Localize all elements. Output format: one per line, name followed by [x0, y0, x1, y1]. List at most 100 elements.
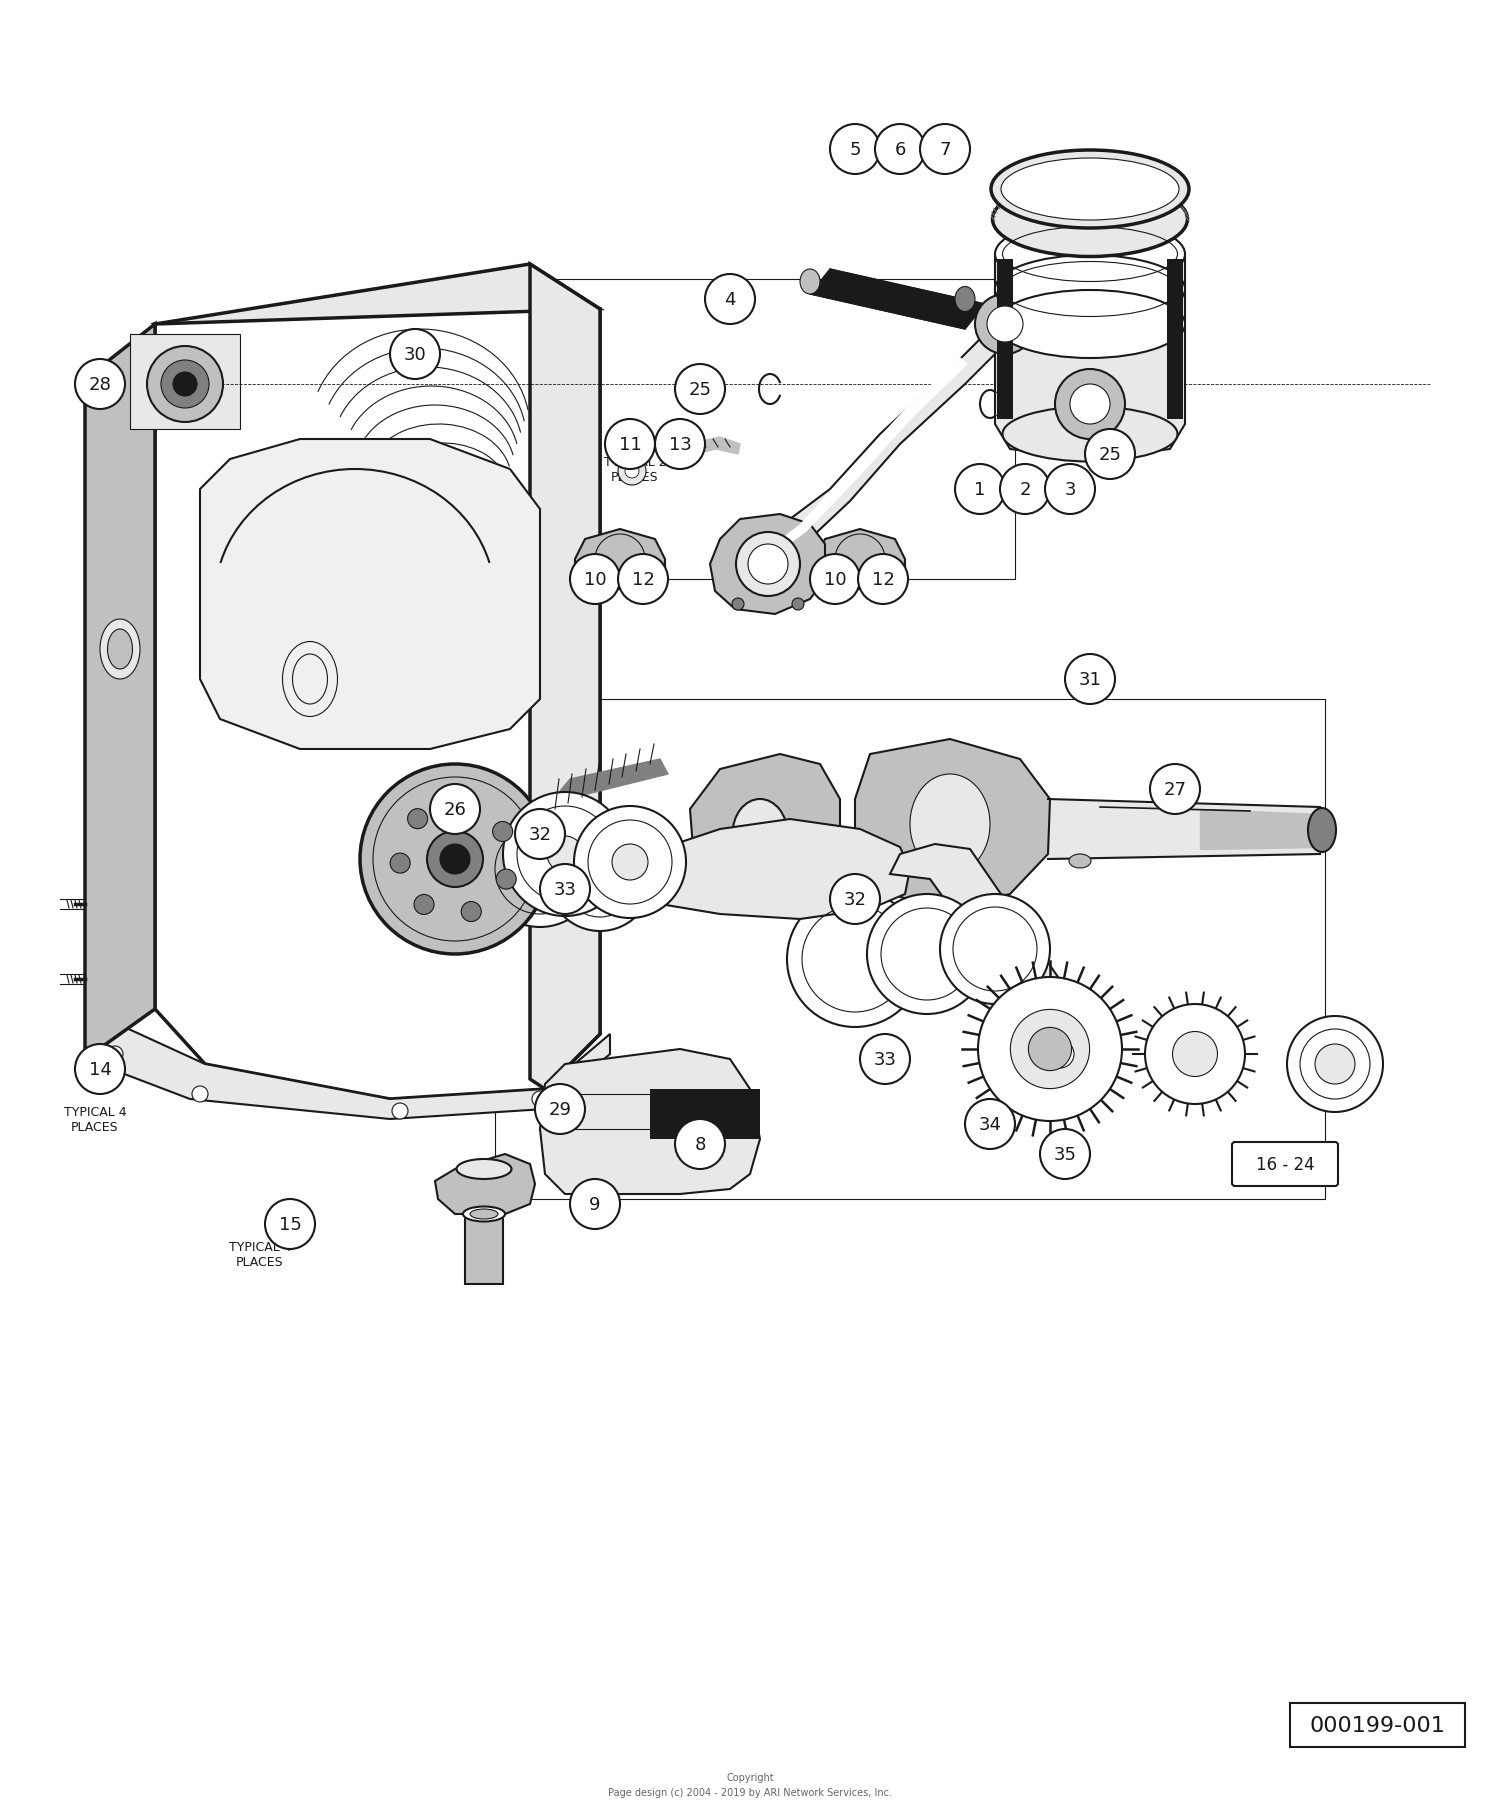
- Text: 16 - 24: 16 - 24: [1256, 1156, 1314, 1174]
- Circle shape: [732, 599, 744, 611]
- Circle shape: [160, 361, 209, 408]
- Ellipse shape: [456, 1159, 512, 1179]
- Circle shape: [570, 555, 620, 604]
- Text: TYPICAL 4
PLACES: TYPICAL 4 PLACES: [228, 1241, 291, 1268]
- Ellipse shape: [910, 775, 990, 874]
- Bar: [130, 336, 240, 430]
- Text: 26: 26: [444, 800, 466, 818]
- Polygon shape: [998, 259, 1012, 419]
- Circle shape: [414, 894, 434, 914]
- Circle shape: [548, 827, 652, 931]
- Polygon shape: [650, 1090, 760, 1139]
- Text: 3: 3: [1064, 481, 1076, 499]
- Text: 8: 8: [694, 1136, 705, 1154]
- Circle shape: [360, 764, 550, 954]
- Polygon shape: [544, 760, 668, 825]
- Text: 15: 15: [279, 1215, 302, 1234]
- Circle shape: [675, 365, 724, 415]
- Circle shape: [1316, 1045, 1354, 1085]
- Text: Copyright: Copyright: [726, 1772, 774, 1781]
- Ellipse shape: [732, 800, 788, 869]
- Circle shape: [792, 599, 804, 611]
- Ellipse shape: [100, 620, 140, 680]
- Circle shape: [408, 809, 428, 829]
- Text: 000199-001: 000199-001: [1310, 1714, 1446, 1734]
- Circle shape: [585, 570, 596, 580]
- Polygon shape: [540, 1050, 760, 1194]
- Bar: [465, 1214, 503, 1284]
- Circle shape: [618, 457, 646, 486]
- Circle shape: [570, 1179, 620, 1230]
- Circle shape: [430, 785, 480, 834]
- Polygon shape: [620, 820, 910, 920]
- Text: 13: 13: [669, 435, 692, 454]
- Circle shape: [75, 1045, 124, 1094]
- Circle shape: [1046, 1041, 1074, 1068]
- Text: 11: 11: [618, 435, 642, 454]
- Polygon shape: [86, 325, 154, 1059]
- Ellipse shape: [993, 183, 1188, 258]
- Ellipse shape: [470, 1210, 498, 1219]
- Polygon shape: [690, 755, 840, 909]
- Text: 27: 27: [1164, 780, 1186, 798]
- Circle shape: [1032, 1027, 1088, 1083]
- Text: 7: 7: [939, 141, 951, 160]
- Text: 10: 10: [584, 571, 606, 590]
- Polygon shape: [994, 254, 1185, 459]
- Circle shape: [548, 836, 584, 873]
- Polygon shape: [154, 265, 600, 370]
- Circle shape: [975, 296, 1035, 356]
- Polygon shape: [660, 437, 740, 463]
- Text: 25: 25: [688, 381, 711, 399]
- Circle shape: [1084, 430, 1136, 479]
- Circle shape: [390, 854, 410, 874]
- Text: 32: 32: [528, 825, 552, 844]
- Circle shape: [830, 125, 880, 174]
- Circle shape: [192, 1087, 208, 1103]
- Polygon shape: [810, 270, 986, 330]
- Text: ARIPartStream™: ARIPartStream™: [520, 854, 774, 883]
- Circle shape: [810, 555, 859, 604]
- Ellipse shape: [464, 1206, 506, 1223]
- Circle shape: [172, 374, 196, 397]
- Ellipse shape: [994, 256, 1185, 325]
- Circle shape: [496, 869, 516, 889]
- Circle shape: [574, 807, 686, 918]
- Circle shape: [867, 894, 987, 1014]
- Polygon shape: [154, 310, 600, 1099]
- Circle shape: [987, 307, 1023, 343]
- Polygon shape: [530, 265, 600, 1090]
- Circle shape: [604, 419, 656, 470]
- Text: 34: 34: [978, 1116, 1002, 1134]
- Circle shape: [514, 809, 566, 860]
- Polygon shape: [890, 845, 1084, 1047]
- Text: 9: 9: [590, 1195, 600, 1214]
- Circle shape: [492, 822, 513, 842]
- Circle shape: [390, 330, 439, 379]
- Circle shape: [612, 845, 648, 880]
- Ellipse shape: [1308, 809, 1336, 853]
- Circle shape: [460, 902, 482, 922]
- Circle shape: [440, 845, 470, 874]
- Circle shape: [540, 865, 590, 914]
- Bar: [495, 279, 1016, 580]
- Circle shape: [1019, 1012, 1102, 1096]
- Text: 12: 12: [871, 571, 894, 590]
- Circle shape: [736, 533, 800, 597]
- Bar: [495, 700, 1324, 1199]
- Circle shape: [1065, 655, 1114, 704]
- Circle shape: [920, 125, 970, 174]
- Circle shape: [705, 276, 754, 325]
- Text: 10: 10: [824, 571, 846, 590]
- Circle shape: [964, 1099, 1016, 1150]
- Circle shape: [106, 1047, 123, 1063]
- Polygon shape: [574, 530, 664, 590]
- Circle shape: [978, 978, 1122, 1121]
- Text: 33: 33: [873, 1050, 897, 1068]
- Circle shape: [482, 811, 598, 927]
- Polygon shape: [855, 740, 1050, 909]
- Polygon shape: [1167, 259, 1184, 419]
- Text: 5: 5: [849, 141, 861, 160]
- Bar: [1290, 1703, 1466, 1747]
- Text: 33: 33: [554, 880, 576, 898]
